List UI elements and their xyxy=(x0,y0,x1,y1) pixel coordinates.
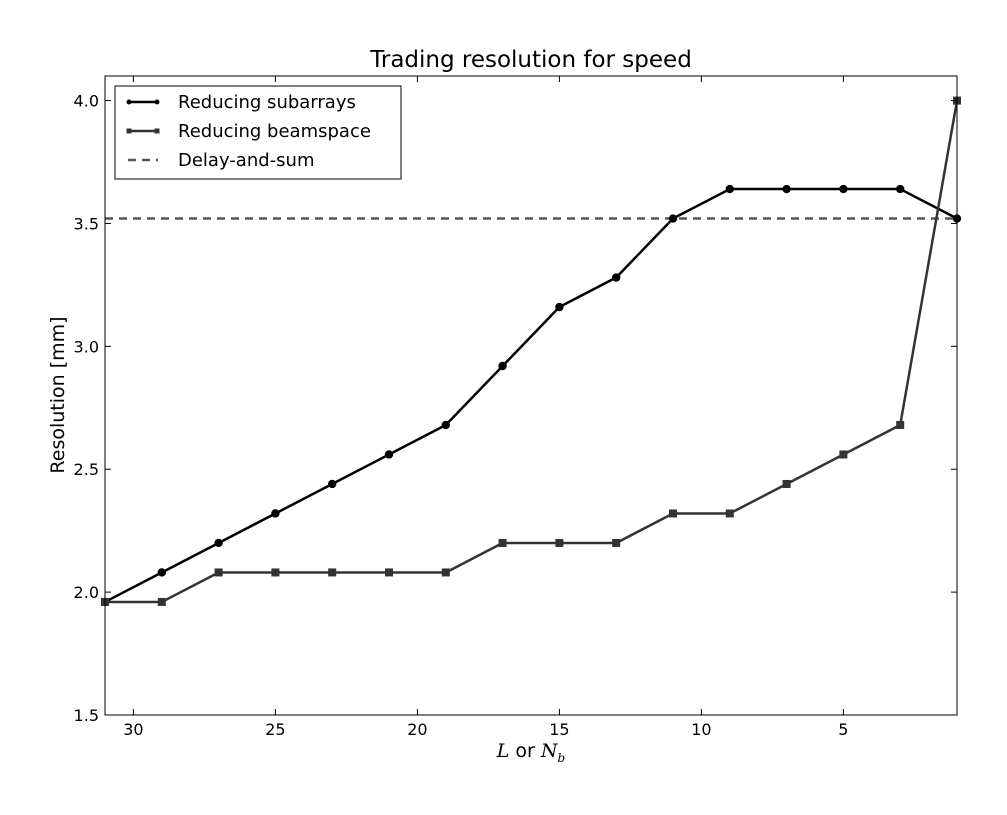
data-point-circle xyxy=(668,214,678,223)
y-tick-label: 4.0 xyxy=(74,92,99,111)
x-tick-label: 15 xyxy=(549,720,569,739)
x-tick-label: 25 xyxy=(265,720,285,739)
data-point-square xyxy=(498,538,507,547)
x-axis-label-var2-subscript: b xyxy=(558,751,566,765)
x-axis-label-var1: L xyxy=(496,740,510,762)
data-point-circle xyxy=(555,302,564,312)
data-point-circle xyxy=(271,509,280,518)
data-point-square xyxy=(214,568,223,577)
series-line-1 xyxy=(104,187,958,604)
data-point-circle xyxy=(157,568,166,577)
x-tick-label: 30 xyxy=(123,720,143,739)
data-point-square xyxy=(555,538,564,547)
y-axis-label: Resolution [mm] xyxy=(47,316,69,473)
data-point-square xyxy=(725,509,734,518)
legend-label: Reducing beamspace xyxy=(178,121,371,142)
legend-marker-circle xyxy=(126,99,132,105)
x-tick-label: 20 xyxy=(407,720,427,739)
data-point-square xyxy=(896,420,905,429)
legend: Reducing subarrays Reducing beamspace Dela… xyxy=(114,85,402,180)
chart-title: Trading resolution for speed xyxy=(369,47,692,73)
data-point-circle xyxy=(612,273,621,282)
data-point-square xyxy=(271,568,280,577)
x-axis-label-connector: or xyxy=(509,740,541,762)
legend-box xyxy=(114,85,402,180)
data-point-circle xyxy=(725,184,734,194)
y-tick-label: 2.0 xyxy=(74,583,99,602)
x-tick-label: 10 xyxy=(691,720,711,739)
plot-frame xyxy=(104,75,958,716)
data-point-circle xyxy=(328,479,337,489)
series-line-2 xyxy=(105,100,959,604)
y-tick-label: 3.5 xyxy=(74,214,99,233)
legend-marker-square xyxy=(126,128,132,134)
data-point-square xyxy=(612,538,621,547)
x-axis-label: L or Nb xyxy=(496,740,565,765)
data-point-circle xyxy=(384,450,394,459)
data-point-square xyxy=(328,568,337,577)
data-point-circle xyxy=(498,361,507,371)
legend-marker-square xyxy=(154,128,160,134)
data-point-square xyxy=(839,450,848,459)
data-point-square xyxy=(782,479,791,488)
x-tick-label: 5 xyxy=(838,720,848,739)
legend-marker-circle xyxy=(154,99,160,105)
y-tick-label: 3.0 xyxy=(74,337,99,356)
data-point-square xyxy=(669,509,677,518)
plot-area: 30 25 20 15 10 5 1.5 2.0 2.5 3.0 3.5 4.0 xyxy=(74,75,962,739)
x-axis-label-var2: N xyxy=(540,740,559,762)
y-tick-label: 1.5 xyxy=(74,706,99,725)
data-point-circle xyxy=(896,184,905,194)
legend-label: Delay-and-sum xyxy=(178,150,314,171)
data-point-circle xyxy=(782,184,791,194)
data-point-circle xyxy=(839,184,848,194)
legend-label: Reducing subarrays xyxy=(178,92,356,113)
data-point-square xyxy=(441,568,450,577)
data-point-circle xyxy=(214,538,223,548)
y-tick-label: 2.5 xyxy=(74,460,99,479)
data-point-square xyxy=(385,568,393,577)
data-point-square xyxy=(157,597,166,606)
data-point-circle xyxy=(441,420,450,430)
